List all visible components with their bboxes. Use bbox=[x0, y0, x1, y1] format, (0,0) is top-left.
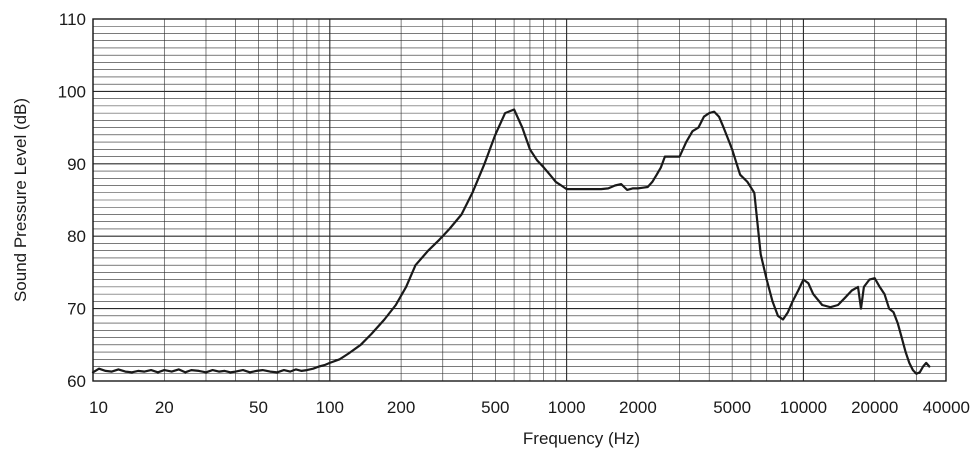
x-tick-label: 20000 bbox=[851, 398, 898, 417]
x-tick-label: 40000 bbox=[923, 398, 970, 417]
plot-frame bbox=[92, 18, 947, 382]
y-tick-label: 90 bbox=[67, 155, 86, 174]
series-line-spl bbox=[91, 108, 931, 375]
x-tick-label: 100 bbox=[316, 398, 344, 417]
x-tick-label: 50 bbox=[249, 398, 268, 417]
y-tick-label: 80 bbox=[67, 227, 86, 246]
x-tick-label: 500 bbox=[481, 398, 509, 417]
y-tick-label: 60 bbox=[67, 372, 86, 391]
y-tick-label: 110 bbox=[59, 10, 86, 29]
x-tick-label: 20 bbox=[155, 398, 174, 417]
y-tick-label: 70 bbox=[67, 300, 86, 319]
x-tick-label: 5000 bbox=[713, 398, 751, 417]
x-tick-label: 2000 bbox=[619, 398, 657, 417]
x-tick-label: 1000 bbox=[548, 398, 586, 417]
grid bbox=[92, 18, 947, 382]
x-tick-label: 10000 bbox=[780, 398, 827, 417]
x-tick-labels: 10 20 50 100 200 500 1000 2000 5000 10000 20000 400… bbox=[89, 398, 970, 417]
y-axis-label: Sound Pressure Level (dB) bbox=[11, 98, 30, 302]
x-tick-label: 200 bbox=[387, 398, 415, 417]
x-axis-label: Frequency (Hz) bbox=[523, 429, 640, 448]
y-tick-labels: 60 70 80 90 100 110 bbox=[58, 10, 86, 391]
y-tick-label: 100 bbox=[58, 82, 86, 101]
x-tick-label: 10 bbox=[89, 398, 108, 417]
